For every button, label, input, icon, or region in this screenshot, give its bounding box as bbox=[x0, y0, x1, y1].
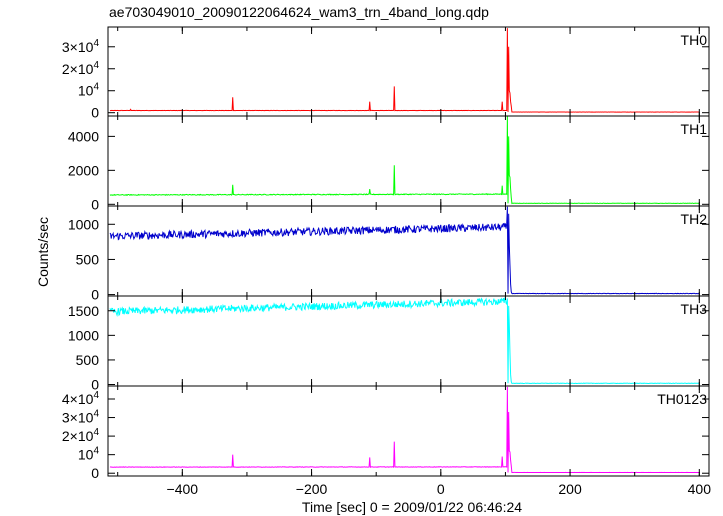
y-tick-label: 4000 bbox=[68, 128, 99, 144]
chart-title: ae703049010_20090122064624_wam3_trn_4ban… bbox=[109, 4, 489, 20]
panel-th0: 0 104 2×104 3×104 TH0 bbox=[62, 26, 710, 121]
y-tick-label: 104 bbox=[78, 446, 100, 463]
x-tick-label: 400 bbox=[688, 481, 712, 497]
panel-frame bbox=[107, 205, 710, 297]
y-tick-label: 3×104 bbox=[62, 38, 100, 55]
series-th3-line bbox=[109, 297, 700, 385]
y-tick-label: 2000 bbox=[68, 162, 99, 178]
y-tick-label: 0 bbox=[91, 196, 99, 212]
y-tick-label: 500 bbox=[76, 251, 100, 267]
y-tick-label: 2×104 bbox=[62, 427, 100, 444]
panel-label: TH0 bbox=[681, 32, 708, 48]
panel-label: TH1 bbox=[681, 121, 708, 137]
y-tick-label: 4×104 bbox=[62, 390, 100, 407]
y-tick-label: 500 bbox=[76, 352, 100, 368]
x-axis: −400 −200 0 200 400 bbox=[167, 481, 712, 497]
series-th0-line bbox=[109, 28, 700, 113]
y-tick-label: 3×104 bbox=[62, 409, 100, 426]
y-tick-label: 104 bbox=[78, 82, 100, 99]
x-tick-label: −400 bbox=[167, 481, 199, 497]
x-tick-label: 0 bbox=[437, 481, 445, 497]
panel-label: TH2 bbox=[681, 211, 708, 227]
panel-th3: 0 500 1000 1500 TH3 bbox=[68, 295, 710, 393]
panel-frame bbox=[107, 26, 710, 117]
y-tick-label: 1500 bbox=[68, 303, 99, 319]
panel-frame bbox=[107, 385, 710, 477]
panel-th1: 0 2000 4000 TH1 bbox=[68, 115, 710, 212]
y-tick-label: 1000 bbox=[68, 216, 99, 232]
series-th1-line bbox=[109, 116, 700, 205]
y-tick-label: 0 bbox=[91, 287, 99, 303]
panel-th2: 0 500 1000 TH2 bbox=[68, 205, 710, 303]
x-tick-label: 200 bbox=[558, 481, 582, 497]
y-tick-label: 0 bbox=[91, 105, 99, 121]
series-th0123-line bbox=[109, 386, 700, 474]
x-tick-label: −200 bbox=[296, 481, 328, 497]
y-tick-label: 2×104 bbox=[62, 60, 100, 77]
y-tick-label: 0 bbox=[91, 465, 99, 481]
x-axis-label: Time [sec] 0 = 2009/01/22 06:46:24 bbox=[302, 499, 522, 515]
y-axis-label: Counts/sec bbox=[35, 217, 51, 287]
panel-label: TH3 bbox=[681, 301, 708, 317]
series-th2-line bbox=[109, 206, 700, 295]
y-tick-label: 0 bbox=[91, 377, 99, 393]
panel-label: TH0123 bbox=[657, 391, 707, 407]
panel-frame bbox=[107, 115, 710, 207]
y-tick-label: 1000 bbox=[68, 327, 99, 343]
